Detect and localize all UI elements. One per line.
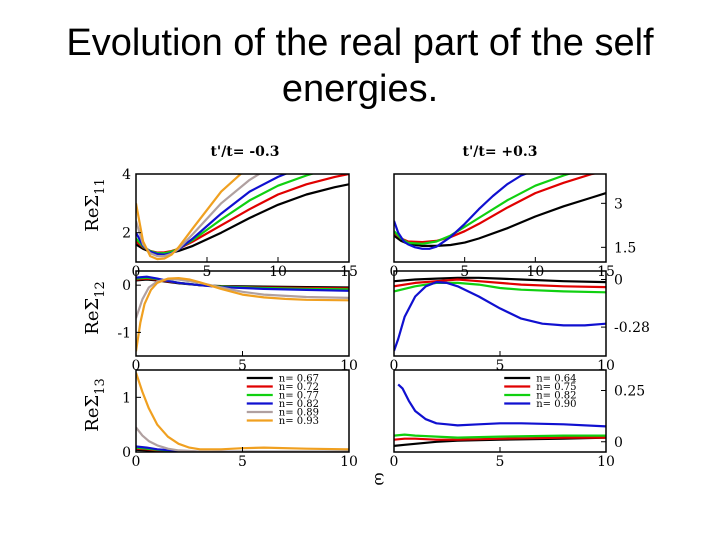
panel-left-bottom: 0 5 10 0 1 n= 0.67n= 0.72n= 0.77n= 0.82n= 0.8…	[122, 369, 358, 470]
panel-frame	[135, 270, 350, 357]
legend-label: n= 0.82	[536, 391, 576, 402]
x-tick-label: 10	[597, 454, 615, 470]
legend-label: n= 0.75	[536, 382, 576, 393]
y-tick-label: 1.5	[614, 240, 636, 256]
slide-title-line-1: Evolution of the real part of the self	[66, 22, 654, 64]
series-line-3	[394, 433, 606, 439]
series-line-1	[136, 183, 349, 255]
x-tick-label: 10	[340, 454, 358, 470]
x-tick-label: 0	[390, 454, 399, 470]
y-tick-label: 0	[614, 435, 623, 451]
series-line-2	[394, 174, 598, 244]
x-tick-label: 5	[203, 264, 212, 280]
series-line-3	[394, 174, 573, 245]
y-axis-label-1: ReΣ11	[82, 178, 108, 231]
y-axis-label-3: ReΣ13	[82, 378, 108, 431]
x-tick-label: 5	[460, 264, 469, 280]
svg-text:ReΣ11: ReΣ11	[82, 178, 108, 231]
y-tick-label: 3	[614, 196, 623, 212]
y-tick-label: -0.28	[614, 320, 650, 336]
series-line-2	[394, 278, 606, 289]
legend-label: n= 0.64	[536, 374, 576, 385]
series-line-5	[136, 277, 349, 319]
panel-frame	[393, 173, 607, 263]
x-axis-label: ω	[371, 472, 390, 485]
y-tick-label: 2	[122, 226, 131, 242]
series-line-1	[394, 276, 606, 284]
y-tick-label: 1	[122, 390, 131, 406]
series-line-3	[136, 174, 315, 255]
x-tick-label: 0	[132, 454, 141, 470]
panel-frame	[135, 173, 350, 263]
y-tick-label: -1	[117, 325, 131, 341]
x-tick-label: 5	[496, 454, 505, 470]
column-title-2: t'/t= +0.3	[462, 144, 537, 160]
slide-title: Evolution of the real part of the self e…	[0, 20, 720, 112]
svg-text:ReΣ12: ReΣ12	[82, 281, 108, 334]
slide-title-line-2: energies.	[281, 68, 439, 110]
series-line-6	[136, 372, 349, 451]
series-line-4	[397, 383, 606, 428]
x-tick-label: 0	[132, 358, 141, 374]
y-tick-label: 0.25	[614, 384, 645, 400]
svg-text:ReΣ13: ReΣ13	[82, 378, 108, 431]
legend-label: n= 0.77	[279, 391, 319, 402]
series-line-4	[394, 174, 529, 250]
panel-right-bottom: 0 5 10 0.25 0 n= 0.64n= 0.75n= 0.82n= 0.90	[390, 369, 645, 470]
series-line-2	[394, 436, 606, 441]
legend-label: n= 0.67	[279, 374, 319, 385]
y-axis-label-2: ReΣ12	[82, 281, 108, 334]
x-tick-label: 10	[526, 264, 544, 280]
x-tick-label: 5	[238, 454, 247, 470]
y-tick-label: 0	[614, 273, 623, 289]
panel-right-middle: 0 5 100-0.28	[390, 270, 650, 374]
legend-label: n= 0.90	[536, 399, 576, 410]
series-line-4	[136, 174, 289, 256]
series-line-6	[136, 277, 349, 352]
series-line-4	[136, 275, 349, 292]
x-tick-label: 0	[390, 358, 399, 374]
series-line-6	[136, 174, 243, 261]
y-tick-label: 0	[122, 445, 131, 461]
legend-label: n= 0.72	[279, 382, 319, 393]
column-title-1: t'/t= -0.3	[210, 144, 279, 160]
legend-label: n= 0.89	[279, 408, 319, 419]
x-tick-label: 5	[238, 358, 247, 374]
y-tick-label: 0	[122, 278, 131, 294]
series-line-1	[394, 192, 606, 247]
x-tick-label: 5	[496, 358, 505, 374]
legend-label: n= 0.82	[279, 399, 319, 410]
series-line-3	[394, 281, 606, 294]
legend-label: n= 0.93	[279, 416, 319, 427]
x-tick-label: 10	[269, 264, 287, 280]
y-tick-label: 4	[122, 167, 131, 183]
series-line-4	[394, 281, 606, 352]
panel-left-middle: 0 5 100-1	[117, 270, 358, 374]
